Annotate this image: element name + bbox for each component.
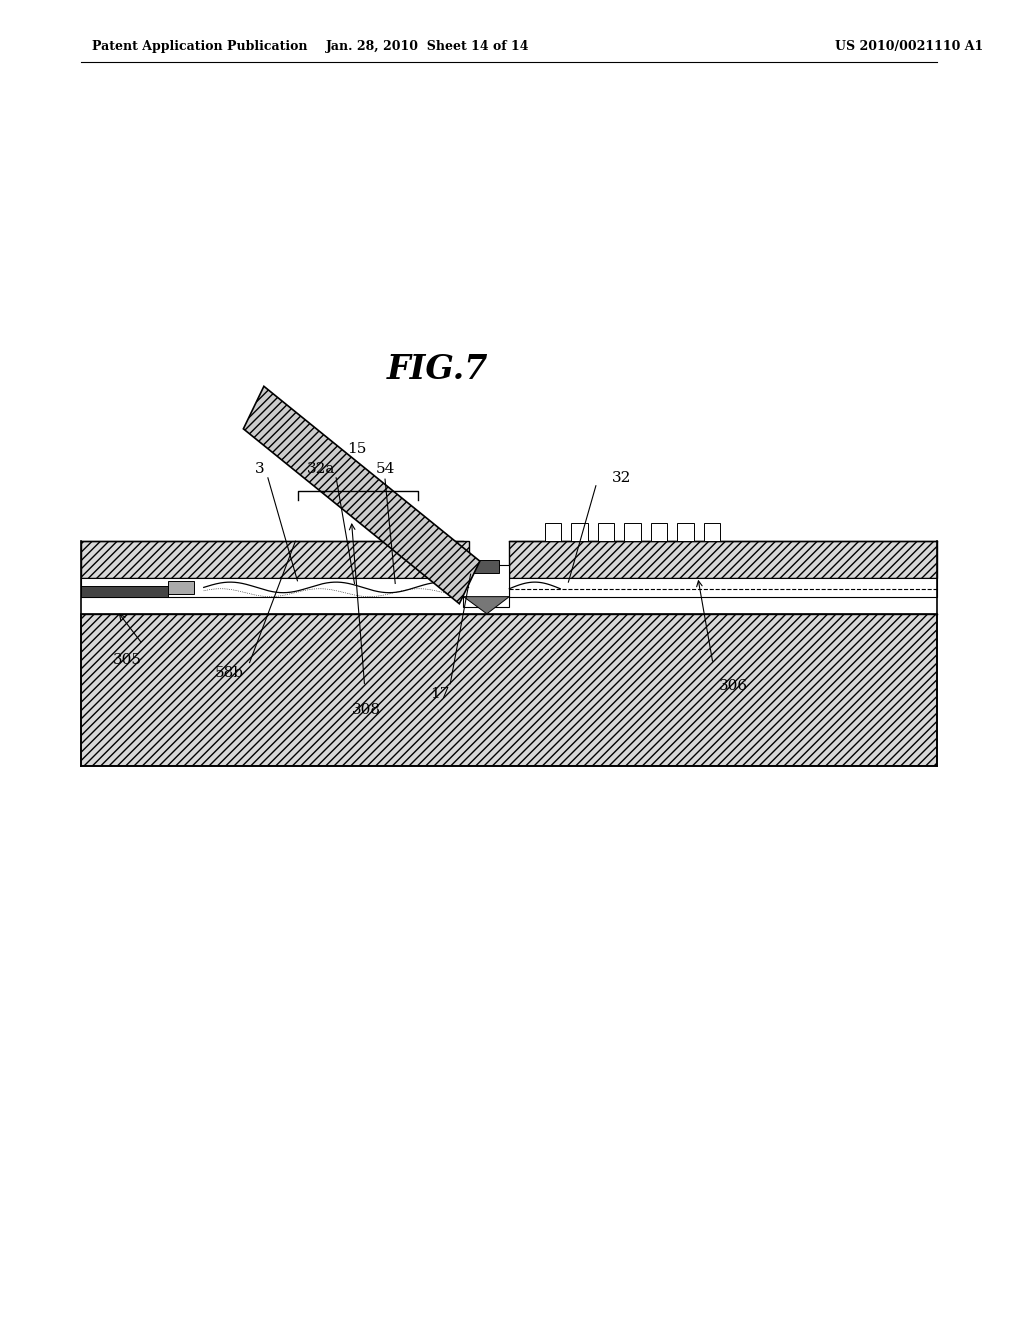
Bar	[509, 578, 937, 597]
Text: 17: 17	[430, 688, 450, 701]
Bar	[464, 565, 509, 607]
Text: FIG.7: FIG.7	[387, 354, 488, 385]
Bar	[651, 523, 668, 541]
Bar	[571, 523, 588, 541]
Bar	[168, 581, 194, 594]
Bar	[625, 523, 641, 541]
Polygon shape	[244, 387, 480, 603]
Text: 306: 306	[719, 680, 748, 693]
Bar	[82, 586, 168, 597]
Text: 308: 308	[352, 704, 381, 717]
Bar	[509, 541, 937, 578]
Text: US 2010/0021110 A1: US 2010/0021110 A1	[836, 40, 983, 53]
Bar	[703, 523, 720, 541]
Polygon shape	[464, 597, 509, 614]
Bar	[82, 578, 469, 597]
Text: 32a: 32a	[306, 462, 335, 475]
Bar	[82, 614, 937, 766]
Text: 32: 32	[611, 471, 631, 484]
Bar	[677, 523, 693, 541]
Bar	[545, 523, 561, 541]
Bar	[598, 523, 614, 541]
Bar	[471, 560, 499, 573]
Text: 54: 54	[376, 462, 394, 475]
Text: 3: 3	[255, 462, 264, 475]
Text: 305: 305	[113, 653, 142, 667]
Text: 58b: 58b	[215, 667, 244, 680]
Text: 15: 15	[347, 442, 367, 455]
Bar	[82, 541, 469, 578]
Text: Patent Application Publication: Patent Application Publication	[92, 40, 307, 53]
Text: Jan. 28, 2010  Sheet 14 of 14: Jan. 28, 2010 Sheet 14 of 14	[326, 40, 529, 53]
